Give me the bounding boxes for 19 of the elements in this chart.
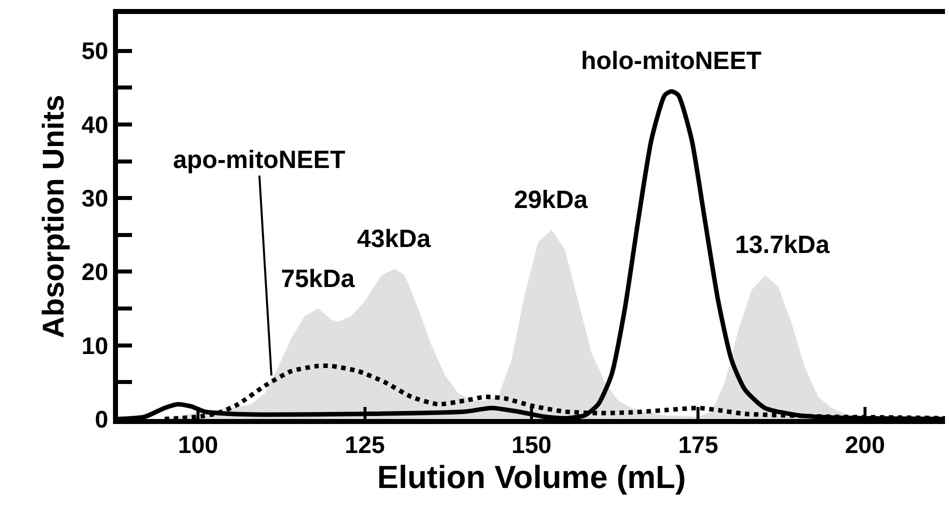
x-tick-label: 200 <box>844 432 885 459</box>
annotation: holo-mitoNEET <box>581 47 762 75</box>
annotation: 29kDa <box>514 186 589 214</box>
y-tick-label: 40 <box>81 112 108 139</box>
y-tick-label: 30 <box>81 185 108 212</box>
y-tick-label: 0 <box>94 406 108 434</box>
y-axis-title: Absorption Units <box>37 94 70 338</box>
x-tick-label: 125 <box>344 432 385 459</box>
annotation: 75kDa <box>281 265 356 293</box>
y-tick-label: 20 <box>81 259 108 286</box>
x-axis-title: Elution Volume (mL) <box>377 458 686 495</box>
annotation: 13.7kDa <box>735 231 831 259</box>
x-tick-label: 150 <box>511 432 552 459</box>
y-tick-label: 50 <box>81 38 108 66</box>
x-tick-label: 100 <box>178 432 218 459</box>
annotation: 43kDa <box>357 225 432 253</box>
x-tick-label: 175 <box>678 432 718 459</box>
y-tick-label: 10 <box>81 332 108 360</box>
annotation: apo-mitoNEET <box>173 146 346 174</box>
